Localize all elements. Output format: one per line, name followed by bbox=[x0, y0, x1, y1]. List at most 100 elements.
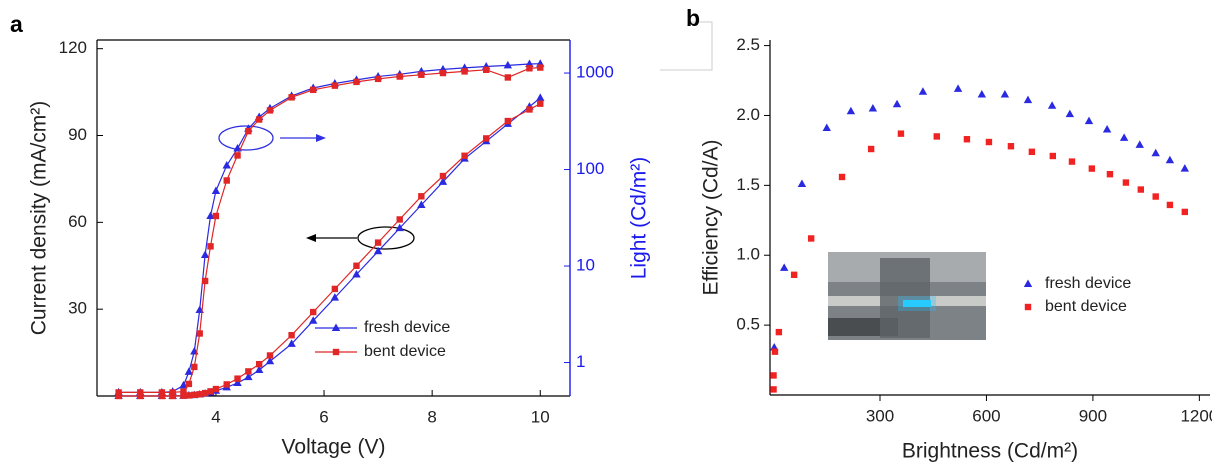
marker bbox=[892, 99, 902, 108]
marker bbox=[1102, 124, 1112, 133]
marker bbox=[395, 223, 404, 232]
frame-fragment bbox=[660, 21, 713, 71]
marker bbox=[185, 392, 193, 399]
marker bbox=[158, 389, 166, 396]
series-line bbox=[118, 67, 541, 393]
marker bbox=[353, 78, 360, 86]
marker bbox=[985, 138, 993, 146]
marker bbox=[254, 365, 264, 373]
marker bbox=[196, 391, 203, 398]
y2-tick-label: 100 bbox=[576, 159, 604, 178]
marker bbox=[439, 172, 447, 180]
marker bbox=[1135, 140, 1144, 148]
marker bbox=[201, 277, 209, 285]
marker bbox=[265, 356, 275, 365]
marker bbox=[222, 161, 231, 169]
legend-marker bbox=[1024, 303, 1032, 311]
marker bbox=[1180, 164, 1190, 172]
y-tick-label: 2.0 bbox=[736, 105, 760, 124]
annotation-ellipse bbox=[218, 125, 274, 151]
marker bbox=[1068, 158, 1076, 165]
y-tick-label: 30 bbox=[68, 299, 87, 318]
marker bbox=[504, 74, 512, 81]
y2-tick-label: 1000 bbox=[576, 63, 614, 82]
marker bbox=[206, 211, 215, 220]
x-tick-label: 8 bbox=[427, 407, 436, 426]
x-tick-label: 600 bbox=[972, 406, 1000, 425]
marker bbox=[790, 271, 798, 279]
marker bbox=[223, 177, 230, 184]
marker bbox=[207, 388, 214, 395]
marker bbox=[461, 152, 468, 159]
marker bbox=[245, 127, 252, 135]
marker bbox=[184, 367, 194, 375]
marker bbox=[374, 239, 382, 246]
inset-photo bbox=[828, 252, 986, 340]
y-tick-label: 1.0 bbox=[736, 245, 760, 264]
marker bbox=[233, 378, 242, 386]
marker bbox=[1151, 148, 1160, 157]
marker bbox=[137, 392, 144, 400]
marker bbox=[933, 133, 940, 140]
annotation-arrowhead bbox=[306, 234, 316, 242]
marker bbox=[1165, 155, 1175, 164]
marker bbox=[536, 93, 545, 101]
marker bbox=[1084, 116, 1094, 125]
y-tick-label: 120 bbox=[59, 38, 87, 57]
y-axis-label: Efficiency (Cd/A) bbox=[700, 140, 723, 296]
marker bbox=[537, 100, 544, 107]
marker bbox=[266, 107, 274, 114]
marker bbox=[288, 332, 295, 339]
marker bbox=[1023, 95, 1033, 104]
x-tick-label: 10 bbox=[531, 407, 550, 426]
legend-marker bbox=[331, 323, 341, 331]
x-axis-label: Brightness (Cd/m²) bbox=[902, 440, 1078, 463]
marker bbox=[461, 68, 468, 75]
marker bbox=[352, 269, 361, 278]
marker bbox=[977, 90, 987, 98]
marker bbox=[288, 94, 295, 101]
marker bbox=[180, 392, 187, 399]
marker bbox=[310, 308, 317, 316]
marker bbox=[244, 372, 253, 381]
marker bbox=[374, 75, 382, 83]
marker bbox=[504, 117, 512, 125]
x-tick-label: 300 bbox=[866, 406, 894, 425]
y-tick-label: 0.5 bbox=[736, 315, 760, 334]
marker bbox=[179, 380, 188, 389]
marker bbox=[438, 177, 448, 185]
marker bbox=[1166, 201, 1174, 209]
marker bbox=[918, 87, 928, 95]
marker bbox=[1106, 170, 1114, 178]
marker bbox=[255, 360, 263, 368]
y2-tick-label: 1 bbox=[576, 352, 585, 371]
marker bbox=[373, 246, 383, 255]
marker bbox=[770, 386, 777, 393]
marker bbox=[223, 381, 230, 388]
legend-label: fresh device bbox=[1045, 275, 1131, 292]
marker bbox=[309, 316, 318, 324]
marker bbox=[1028, 148, 1036, 156]
marker bbox=[779, 263, 789, 271]
marker bbox=[245, 368, 252, 375]
marker bbox=[418, 193, 425, 200]
marker bbox=[537, 64, 544, 71]
marker bbox=[846, 106, 856, 115]
y-tick-label: 2.5 bbox=[736, 35, 760, 54]
y2-axis-label: Light (Cd/m²) bbox=[628, 157, 651, 280]
marker bbox=[212, 385, 220, 393]
y-axis-label: Current density (mA/cm²) bbox=[28, 101, 51, 336]
series-line bbox=[118, 63, 541, 393]
marker bbox=[169, 389, 176, 396]
marker bbox=[169, 392, 176, 400]
x-axis-label: Voltage (V) bbox=[282, 436, 386, 459]
marker bbox=[1122, 179, 1130, 186]
marker bbox=[137, 389, 144, 396]
marker bbox=[196, 330, 203, 337]
marker bbox=[838, 173, 846, 181]
marker bbox=[330, 293, 340, 301]
marker bbox=[1049, 152, 1057, 160]
marker bbox=[200, 250, 210, 259]
marker bbox=[353, 262, 360, 269]
